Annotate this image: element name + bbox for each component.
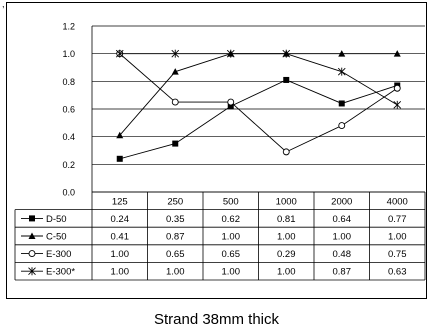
- data-label: 1.00: [222, 267, 241, 278]
- legend-label: E-300: [46, 249, 71, 260]
- data-point: [393, 84, 401, 92]
- line-chart: 0.0 0.2 0.4 0.6 0.8 1.0 1.2 125 250 500 1000 2000 40…: [14, 22, 426, 281]
- data-point: [115, 49, 124, 58]
- data-label: 1.00: [388, 232, 407, 243]
- data-point: [337, 67, 346, 76]
- data-point: [338, 100, 345, 107]
- data-point: [171, 68, 179, 75]
- data-label: 0.75: [388, 249, 407, 260]
- category-label: 500: [223, 197, 239, 208]
- data-label: 0.35: [166, 214, 185, 225]
- data-point: [116, 131, 124, 139]
- category-label: 4000: [387, 197, 408, 208]
- legend-marker: [29, 215, 35, 222]
- category-label: 250: [167, 197, 183, 208]
- data-label: 0.64: [333, 214, 352, 225]
- data-label: 0.24: [111, 214, 130, 225]
- data-point: [171, 98, 179, 106]
- series-line: [119, 53, 398, 136]
- data-point: [338, 50, 346, 57]
- data-label: 0.41: [111, 232, 130, 243]
- data-label: 0.65: [166, 249, 185, 260]
- series-line: [119, 79, 398, 160]
- legend-marker: [28, 232, 36, 239]
- data-point: [393, 100, 402, 109]
- data-label: 0.87: [166, 232, 185, 243]
- y-tick-label: 1.0: [62, 49, 75, 59]
- data-point: [283, 76, 290, 83]
- legend-label: E-300*: [46, 267, 75, 278]
- data-point: [282, 148, 290, 156]
- data-point: [393, 50, 401, 57]
- data-point: [172, 140, 179, 147]
- data-label: 0.87: [333, 267, 352, 278]
- y-tick-label: 0.8: [62, 77, 75, 87]
- legend-marker: [28, 250, 36, 258]
- data-label: 0.77: [388, 214, 407, 225]
- category-label: 125: [112, 197, 128, 208]
- y-tick-label: 0.6: [62, 105, 75, 115]
- data-label: 1.00: [222, 232, 241, 243]
- data-label: 1.00: [277, 232, 296, 243]
- data-label: 0.65: [222, 249, 241, 260]
- data-point: [226, 49, 235, 58]
- data-point: [338, 122, 346, 130]
- data-label: 0.62: [222, 214, 241, 225]
- data-point: [171, 49, 180, 58]
- category-label: 1000: [276, 197, 297, 208]
- category-label: 2000: [331, 197, 352, 208]
- data-point: [282, 49, 291, 58]
- data-point: [227, 98, 235, 106]
- legend-marker: [28, 267, 36, 276]
- data-label: 1.00: [111, 267, 130, 278]
- y-tick-label: 0.4: [62, 132, 75, 142]
- series-line: [119, 53, 398, 106]
- series-line: [119, 53, 398, 153]
- data-point: [227, 103, 234, 110]
- chart-caption: Strand 38mm thick: [153, 311, 280, 328]
- y-tick-label: 1.2: [62, 22, 75, 32]
- data-label: 0.63: [388, 267, 407, 278]
- legend-label: D-50: [46, 214, 67, 225]
- data-label: 0.29: [277, 249, 296, 260]
- data-point: [116, 155, 123, 162]
- y-tick-label: 0.0: [62, 188, 75, 198]
- data-label: 0.81: [277, 214, 296, 225]
- corner-mark: ,: [2, 0, 5, 9]
- legend-label: C-50: [46, 232, 67, 243]
- data-label: 1.00: [333, 232, 352, 243]
- chart-frame: 0.0 0.2 0.4 0.6 0.8 1.0 1.2 125 250 500 1000 2000 40…: [6, 2, 427, 299]
- data-label: 1.00: [277, 267, 296, 278]
- data-label: 0.48: [333, 249, 352, 260]
- y-tick-label: 0.2: [62, 160, 75, 170]
- data-label: 1.00: [111, 249, 130, 260]
- data-label: 1.00: [166, 267, 185, 278]
